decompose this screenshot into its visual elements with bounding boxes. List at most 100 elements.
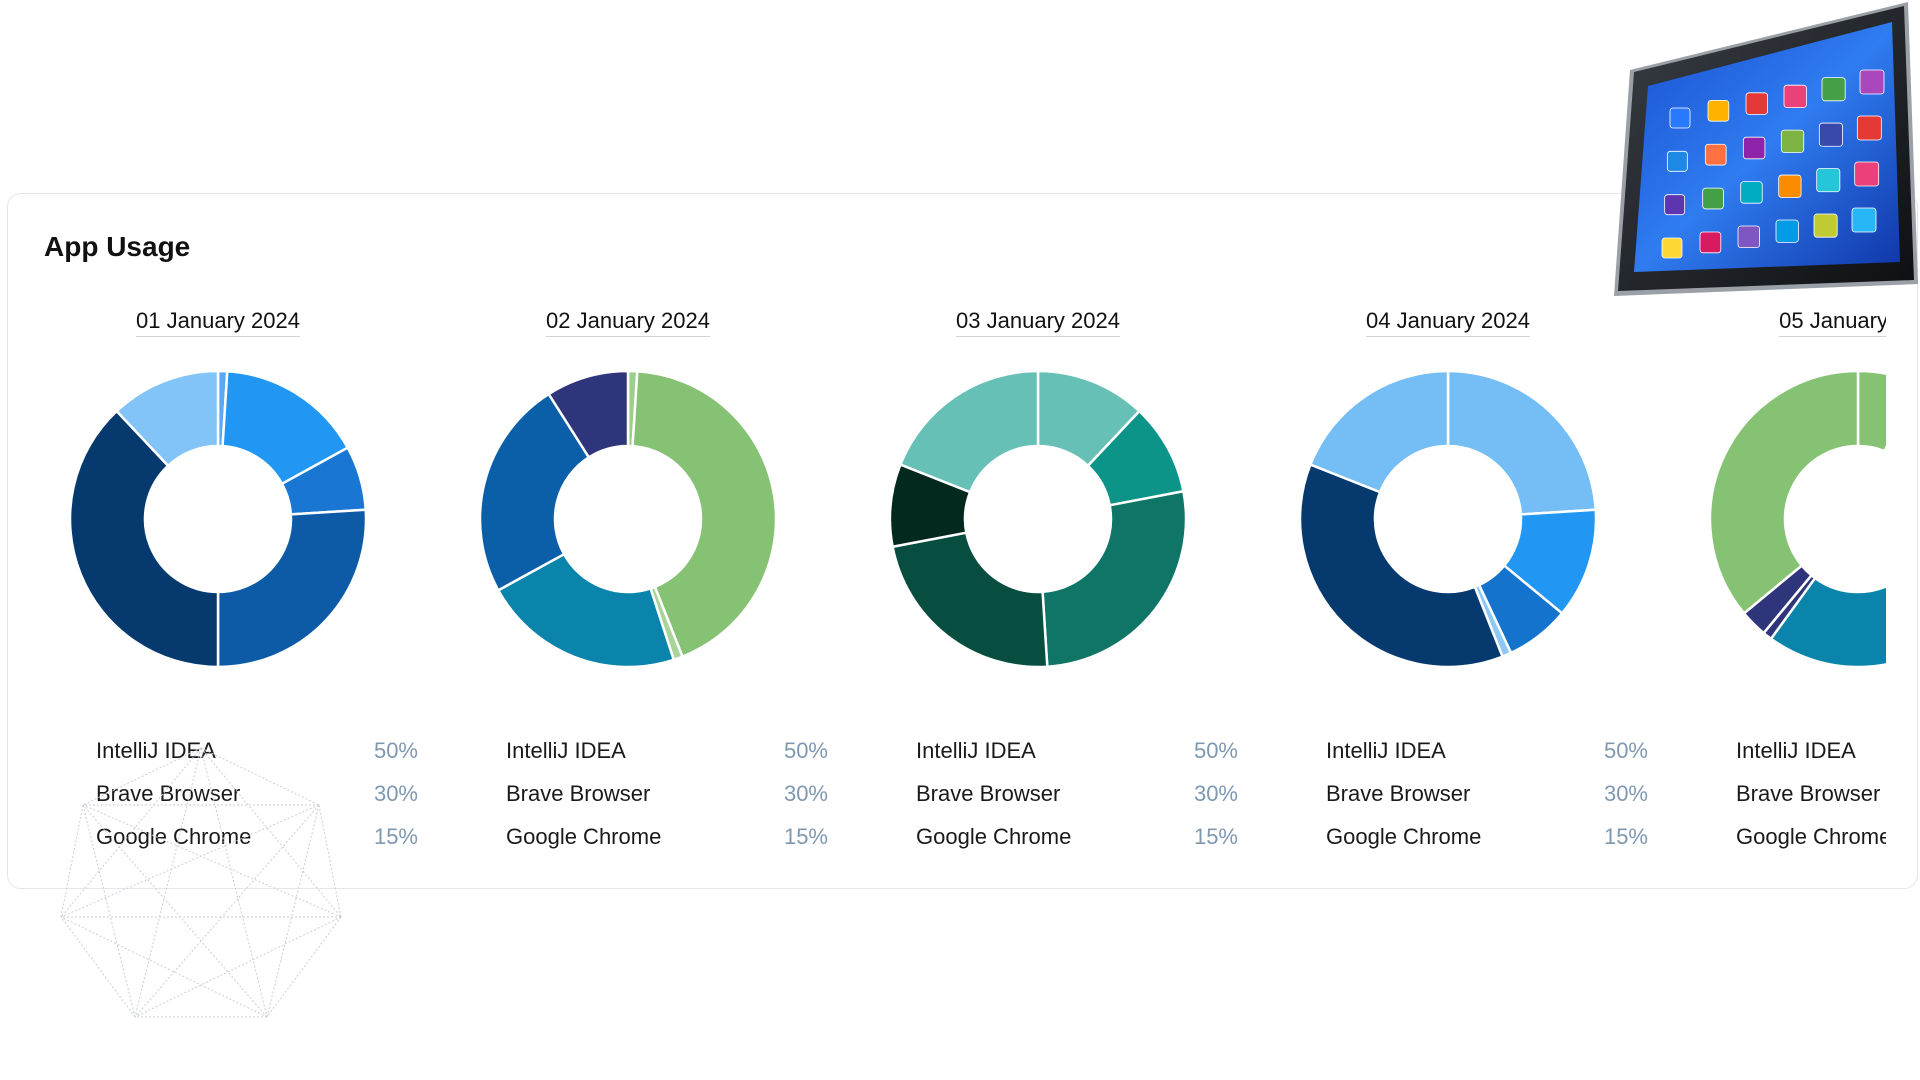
mesh-line (200, 747, 320, 806)
legend-app-name: Google Chrome (96, 824, 252, 849)
polygon-mesh-icon (60, 747, 342, 1018)
legend-app-name: Brave Browser (916, 781, 1061, 806)
legend-percent: 15% (1603, 824, 1648, 849)
day-date: 05 January (1688, 308, 1886, 337)
donut-slice[interactable] (1708, 369, 1860, 616)
donut-slice[interactable] (1446, 369, 1598, 516)
donut-slice[interactable] (898, 369, 1040, 494)
legend-percent: 15% (373, 824, 418, 849)
legend-percent: 15% (783, 824, 828, 849)
legend-percent: 30% (783, 781, 828, 806)
legend-item: Google Chrome (1736, 815, 1886, 858)
legend-percent: 30% (1193, 781, 1238, 806)
legend-item: Google Chrome 15% (1326, 815, 1648, 858)
tablet-app-tile (1856, 115, 1882, 141)
day-date: 03 January 2024 (868, 308, 1208, 337)
legend-app-name: IntelliJ IDEA (506, 738, 626, 763)
mesh-line (266, 804, 320, 1018)
donut-slice[interactable] (631, 369, 778, 659)
tablet-app-tile (1816, 168, 1841, 193)
legend-item: Brave Browser 30% (506, 772, 828, 815)
tablet-app-tile (1859, 69, 1885, 95)
legend-item: IntelliJ IDEA 50% (506, 729, 828, 772)
donut-slice[interactable] (114, 369, 220, 468)
tablet-app-tile (1704, 143, 1727, 166)
legend-item: Google Chrome 15% (96, 815, 418, 858)
tablet-app-tile (1669, 107, 1691, 129)
legend-app-name: Brave Browser (1736, 781, 1881, 806)
tablet-app-tile (1818, 122, 1843, 147)
usage-donut-chart[interactable] (1708, 369, 1886, 669)
card-title: App Usage (44, 231, 191, 262)
legend-percent: 15% (1193, 824, 1238, 849)
donut-slice[interactable] (478, 392, 591, 592)
tablet-app-tile (1854, 161, 1880, 187)
usage-donut-chart[interactable] (888, 369, 1188, 669)
legend-app-name: Brave Browser (96, 781, 241, 806)
day-column: 05 January IntelliJ IDEA Brave Browser G… (1688, 194, 1886, 888)
legend-percent: 50% (1603, 738, 1648, 763)
tablet-app-tile (1699, 231, 1722, 254)
tablet-app-tile (1740, 181, 1763, 204)
legend-percent: 50% (373, 738, 418, 763)
tablet-app-tile (1707, 100, 1730, 122)
tablet-app-tile (1702, 187, 1724, 210)
app-usage-card: App Usage 01 January 2024 IntelliJ IDEA 5… (7, 193, 1918, 889)
tablet-app-tile (1821, 77, 1846, 102)
tablet-app-tile (1775, 219, 1799, 243)
tablet-app-tile (1813, 213, 1838, 238)
legend-item: Brave Browser (1736, 772, 1886, 815)
donut-slice[interactable] (1308, 369, 1450, 494)
mesh-line (60, 916, 268, 1018)
mesh-line (134, 916, 342, 1018)
tablet-app-tile (1745, 92, 1769, 115)
tablet-app-tile (1780, 129, 1805, 153)
legend: IntelliJ IDEA 50% Brave Browser 30% Google… (506, 729, 828, 858)
legend-percent: 30% (1603, 781, 1648, 806)
donut-slice[interactable] (1883, 381, 1886, 638)
usage-donut-chart[interactable] (68, 369, 368, 669)
usage-donut-chart[interactable] (1298, 369, 1598, 669)
legend-app-name: Google Chrome (1326, 824, 1482, 849)
donut-slice[interactable] (216, 508, 368, 669)
legend-item: Google Chrome 15% (506, 815, 828, 858)
donut-slice[interactable] (68, 409, 220, 669)
legend-percent: 50% (783, 738, 828, 763)
legend: IntelliJ IDEA 50% Brave Browser 30% Google… (916, 729, 1238, 858)
tablet-app-tile (1778, 174, 1802, 198)
tablet-app-tile (1851, 207, 1877, 233)
legend-app-name: IntelliJ IDEA (916, 738, 1036, 763)
mesh-line (266, 916, 342, 1018)
mesh-line (60, 747, 202, 918)
day-date: 01 January 2024 (48, 308, 388, 337)
mesh-line (200, 747, 342, 918)
legend: IntelliJ IDEA Brave Browser Google Chrom… (1736, 729, 1886, 858)
mesh-line (82, 747, 202, 806)
tablet-app-grid-image (1614, 2, 1918, 296)
donut-slice[interactable] (546, 369, 630, 460)
donut-slice[interactable] (891, 531, 1049, 669)
day-column: 04 January 2024 IntelliJ IDEA 50% Brave B… (1278, 194, 1658, 888)
usage-donut-chart[interactable] (478, 369, 778, 669)
donut-slice[interactable] (1298, 462, 1505, 669)
legend: IntelliJ IDEA 50% Brave Browser 30% Google… (1326, 729, 1648, 858)
legend-item: IntelliJ IDEA (1736, 729, 1886, 772)
mesh-line (60, 916, 136, 1018)
legend-app-name: Google Chrome (506, 824, 662, 849)
donut-slice[interactable] (1041, 489, 1188, 669)
donut-slice[interactable] (496, 552, 676, 669)
day-column: 03 January 2024 IntelliJ IDEA 50% Brave B… (868, 194, 1248, 888)
tablet-app-tile (1783, 84, 1807, 108)
tablet-app-tile (1664, 194, 1686, 216)
mesh-line (318, 804, 342, 918)
legend-app-name: Brave Browser (1326, 781, 1471, 806)
legend-app-name: Google Chrome (916, 824, 1072, 849)
day-date: 02 January 2024 (458, 308, 798, 337)
tablet-app-tile (1742, 136, 1766, 160)
legend-item: Brave Browser 30% (96, 772, 418, 815)
legend-app-name: Brave Browser (506, 781, 651, 806)
donut-slice[interactable] (1856, 369, 1886, 453)
day-date: 04 January 2024 (1278, 308, 1618, 337)
mesh-line (82, 804, 268, 1018)
